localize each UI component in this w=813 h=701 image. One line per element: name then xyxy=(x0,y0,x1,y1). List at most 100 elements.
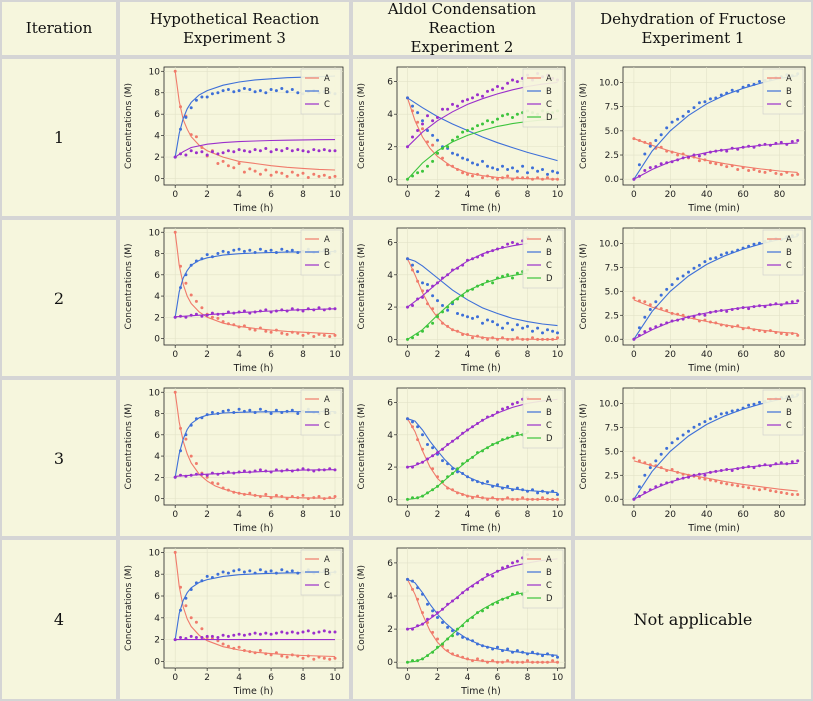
data-point-C xyxy=(416,297,420,301)
data-point-C xyxy=(189,473,193,477)
legend-label-B: B xyxy=(324,87,330,97)
legend-label-B: B xyxy=(786,408,792,418)
data-point-A xyxy=(515,660,519,664)
data-point-C xyxy=(486,415,489,419)
data-point-C xyxy=(747,144,751,148)
data-point-C xyxy=(736,147,740,151)
data-point-B xyxy=(476,642,479,646)
data-point-B xyxy=(719,412,723,416)
data-point-B xyxy=(421,119,424,123)
header-iteration: Iteration xyxy=(0,0,118,57)
data-point-C xyxy=(200,636,204,639)
data-point-A xyxy=(526,659,529,663)
data-point-B xyxy=(481,481,484,485)
data-point-B xyxy=(654,139,658,142)
data-point-D xyxy=(501,438,504,442)
chart-cell-r1c2: 0 2 4 6 8 10 0 2 4 6 Time (h) Concentrations (M) A B C… xyxy=(351,57,573,218)
data-point-C xyxy=(659,162,663,166)
data-point-B xyxy=(719,253,723,257)
data-point-D xyxy=(496,441,499,445)
y-tick-label: 2 xyxy=(154,636,160,646)
data-point-B xyxy=(446,462,450,466)
data-point-A xyxy=(676,153,680,157)
data-point-B xyxy=(456,470,459,474)
data-point-C xyxy=(248,150,252,154)
data-point-A xyxy=(333,333,337,337)
data-point-A xyxy=(179,585,182,589)
data-point-A xyxy=(752,487,756,491)
data-point-C xyxy=(481,94,484,98)
data-point-D xyxy=(411,336,414,340)
x-axis-label: Time (min) xyxy=(687,203,740,214)
data-point-C xyxy=(328,149,332,153)
data-point-A xyxy=(248,327,252,331)
y-tick-label: 2 xyxy=(154,153,160,163)
data-point-C xyxy=(506,242,510,246)
data-point-C xyxy=(790,140,794,143)
row-label-2: 2 xyxy=(0,218,118,378)
data-point-B xyxy=(285,249,289,253)
data-point-B xyxy=(511,488,514,492)
series-group xyxy=(173,550,337,661)
data-point-A xyxy=(232,166,236,170)
data-point-B xyxy=(531,650,534,654)
data-point-B xyxy=(476,163,479,167)
data-point-A xyxy=(301,656,305,660)
data-point-C xyxy=(296,148,300,152)
data-point-A xyxy=(521,660,525,664)
data-point-B xyxy=(446,308,450,312)
data-point-A xyxy=(496,177,499,181)
data-point-A xyxy=(670,150,674,154)
data-point-B xyxy=(237,568,241,572)
data-point-B xyxy=(708,417,712,421)
data-point-B xyxy=(200,95,204,99)
data-point-C xyxy=(796,459,800,463)
data-point-B xyxy=(556,331,559,335)
data-point-B xyxy=(637,326,641,330)
legend-label-C: C xyxy=(546,581,552,591)
legend-label-B: B xyxy=(546,87,552,97)
header-dehydration-fructose: Dehydration of Fructose Experiment 1 xyxy=(573,0,813,57)
data-point-C xyxy=(189,634,193,638)
data-point-A xyxy=(785,333,789,336)
data-point-C xyxy=(290,307,294,311)
data-point-C xyxy=(785,462,789,466)
data-point-C xyxy=(184,153,188,157)
y-axis-label: Concentrations (M) xyxy=(357,83,367,169)
data-point-C xyxy=(333,149,337,153)
x-tick-label: 2 xyxy=(435,190,441,200)
data-point-B xyxy=(296,571,300,575)
data-point-D xyxy=(486,606,489,610)
data-point-A xyxy=(296,331,300,335)
data-point-A xyxy=(785,170,789,174)
data-point-B xyxy=(194,98,198,102)
x-tick-label: 2 xyxy=(435,510,441,520)
data-point-A xyxy=(333,656,337,660)
data-point-A xyxy=(200,146,204,149)
data-point-A xyxy=(456,168,459,171)
data-point-A xyxy=(237,325,241,329)
x-tick-label: 20 xyxy=(665,350,677,360)
y-axis-label: Concentrations (M) xyxy=(357,565,367,651)
data-point-A xyxy=(501,660,504,664)
x-tick-label: 8 xyxy=(300,350,306,360)
data-point-C xyxy=(431,284,435,288)
data-point-D xyxy=(481,609,484,613)
x-tick-label: 10 xyxy=(552,190,564,200)
fit-line-B xyxy=(174,75,336,158)
data-point-D xyxy=(491,602,495,606)
data-point-B xyxy=(536,491,540,495)
y-tick-label: 2 xyxy=(154,313,160,323)
data-point-B xyxy=(406,417,409,421)
data-point-A xyxy=(296,654,300,658)
data-point-C xyxy=(446,443,450,446)
data-point-C xyxy=(768,143,772,147)
x-tick-label: 60 xyxy=(737,190,749,200)
data-point-D xyxy=(451,138,454,142)
data-point-D xyxy=(406,497,409,501)
x-tick-label: 4 xyxy=(465,510,471,520)
data-point-A xyxy=(426,140,429,144)
data-point-C xyxy=(242,309,246,313)
data-point-A xyxy=(506,659,510,663)
data-point-A xyxy=(328,496,332,500)
